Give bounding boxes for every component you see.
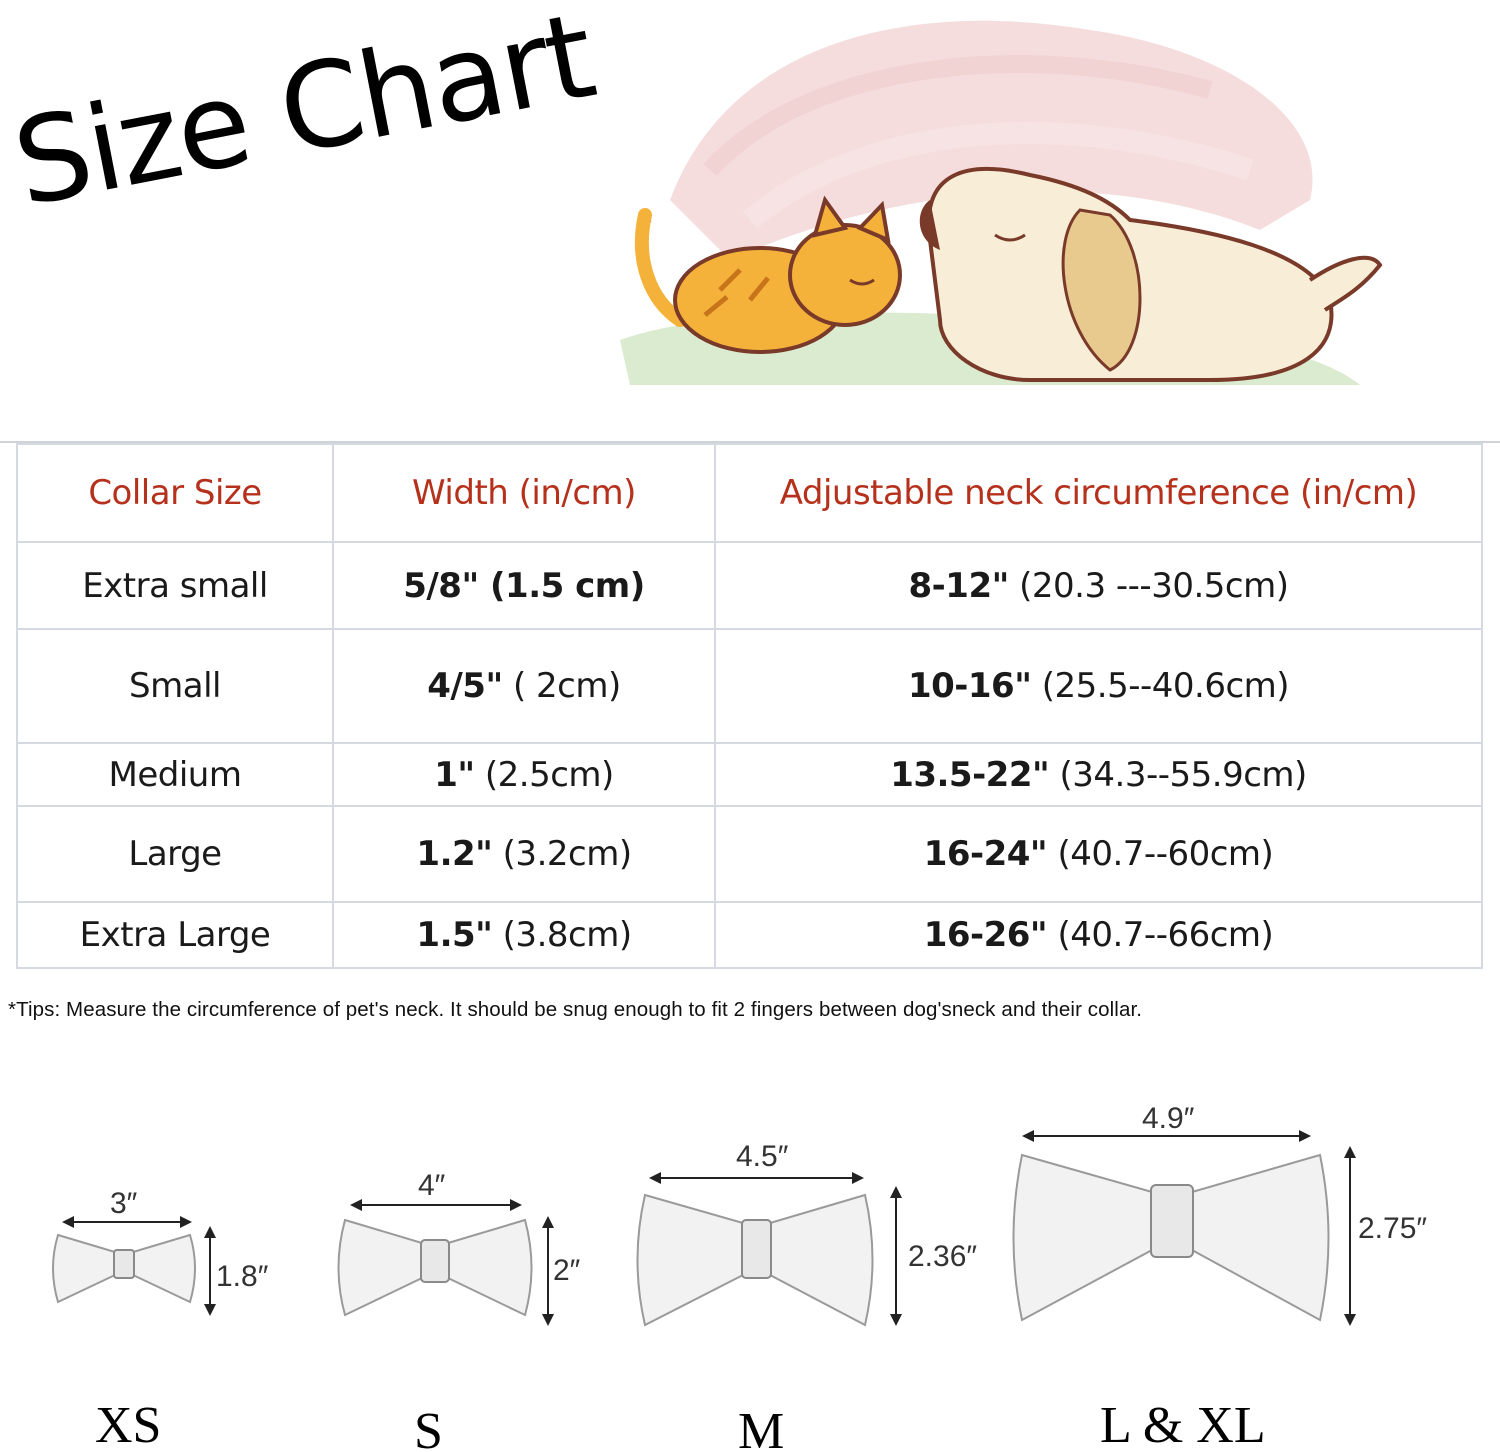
bow-s-label: S xyxy=(414,1403,443,1452)
tips-text: *Tips: Measure the circumference of pet'… xyxy=(8,998,1143,1021)
cell-width: 1.5" (3.8cm) xyxy=(332,901,716,969)
cell-size: Large xyxy=(16,805,334,903)
cell-width: 4/5" ( 2cm) xyxy=(332,628,716,744)
cell-neck: 13.5-22" (34.3--55.9cm) xyxy=(714,742,1483,807)
cell-neck: 16-24" (40.7--60cm) xyxy=(714,805,1483,903)
bow-xs: 3″ 1.8″ XS xyxy=(52,1187,269,1452)
cell-size: Medium xyxy=(16,742,334,807)
bow-xs-width: 3″ xyxy=(110,1187,138,1220)
bow-s-width: 4″ xyxy=(418,1169,446,1202)
page-title: Size Chart xyxy=(3,0,604,234)
cell-size: Extra small xyxy=(16,541,334,630)
table-row: Large 1.2" (3.2cm) 16-24" (40.7--60cm) xyxy=(16,805,1483,903)
table-header-row: Collar Size Width (in/cm) Adjustable nec… xyxy=(16,443,1483,543)
bow-s: 4″ 2″ S xyxy=(337,1169,581,1452)
bow-xs-label: XS xyxy=(95,1397,161,1452)
bow-xs-height: 1.8″ xyxy=(216,1260,269,1293)
bow-lxl: 4.9″ 2.75″ L & XL xyxy=(1012,1102,1427,1452)
cell-neck: 10-16" (25.5--40.6cm) xyxy=(714,628,1483,744)
cell-width: 1" (2.5cm) xyxy=(332,742,716,807)
cat-dog-illustration xyxy=(620,20,1383,385)
table-row: Medium 1" (2.5cm) 13.5-22" (34.3--55.9cm… xyxy=(16,742,1483,807)
cell-size: Small xyxy=(16,628,334,744)
table-row: Extra small 5/8" (1.5 cm) 8-12" (20.3 --… xyxy=(16,541,1483,630)
cell-neck: 16-26" (40.7--66cm) xyxy=(714,901,1483,969)
header-width: Width (in/cm) xyxy=(332,443,716,543)
cell-neck: 8-12" (20.3 ---30.5cm) xyxy=(714,541,1483,630)
table-row: Small 4/5" ( 2cm) 10-16" (25.5--40.6cm) xyxy=(16,628,1483,744)
table-row: Extra Large 1.5" (3.8cm) 16-26" (40.7--6… xyxy=(16,901,1483,969)
bow-lxl-label: L & XL xyxy=(1100,1397,1266,1452)
cell-width: 5/8" (1.5 cm) xyxy=(332,541,716,630)
cat-icon xyxy=(635,195,902,354)
bow-m-width: 4.5″ xyxy=(736,1140,789,1173)
bow-lxl-width: 4.9″ xyxy=(1142,1102,1195,1135)
cell-width: 1.2" (3.2cm) xyxy=(332,805,716,903)
bow-m-label: M xyxy=(738,1403,784,1452)
bow-lxl-height: 2.75″ xyxy=(1358,1212,1427,1245)
bow-s-height: 2″ xyxy=(553,1254,581,1287)
table-top-border xyxy=(0,441,1500,443)
header-neck-circumference: Adjustable neck circumference (in/cm) xyxy=(714,443,1483,543)
header-collar-size: Collar Size xyxy=(16,443,334,543)
bow-m-height: 2.36″ xyxy=(908,1240,977,1273)
size-table: Collar Size Width (in/cm) Adjustable nec… xyxy=(16,443,1483,969)
bow-size-diagram: 3″ 1.8″ XS 4″ 2″ S 4.5″ 2.36″ M 4.9″ 2.7… xyxy=(52,1102,1427,1452)
cell-size: Extra Large xyxy=(16,901,334,969)
dog-icon xyxy=(919,167,1383,382)
bow-m: 4.5″ 2.36″ M xyxy=(636,1140,977,1452)
